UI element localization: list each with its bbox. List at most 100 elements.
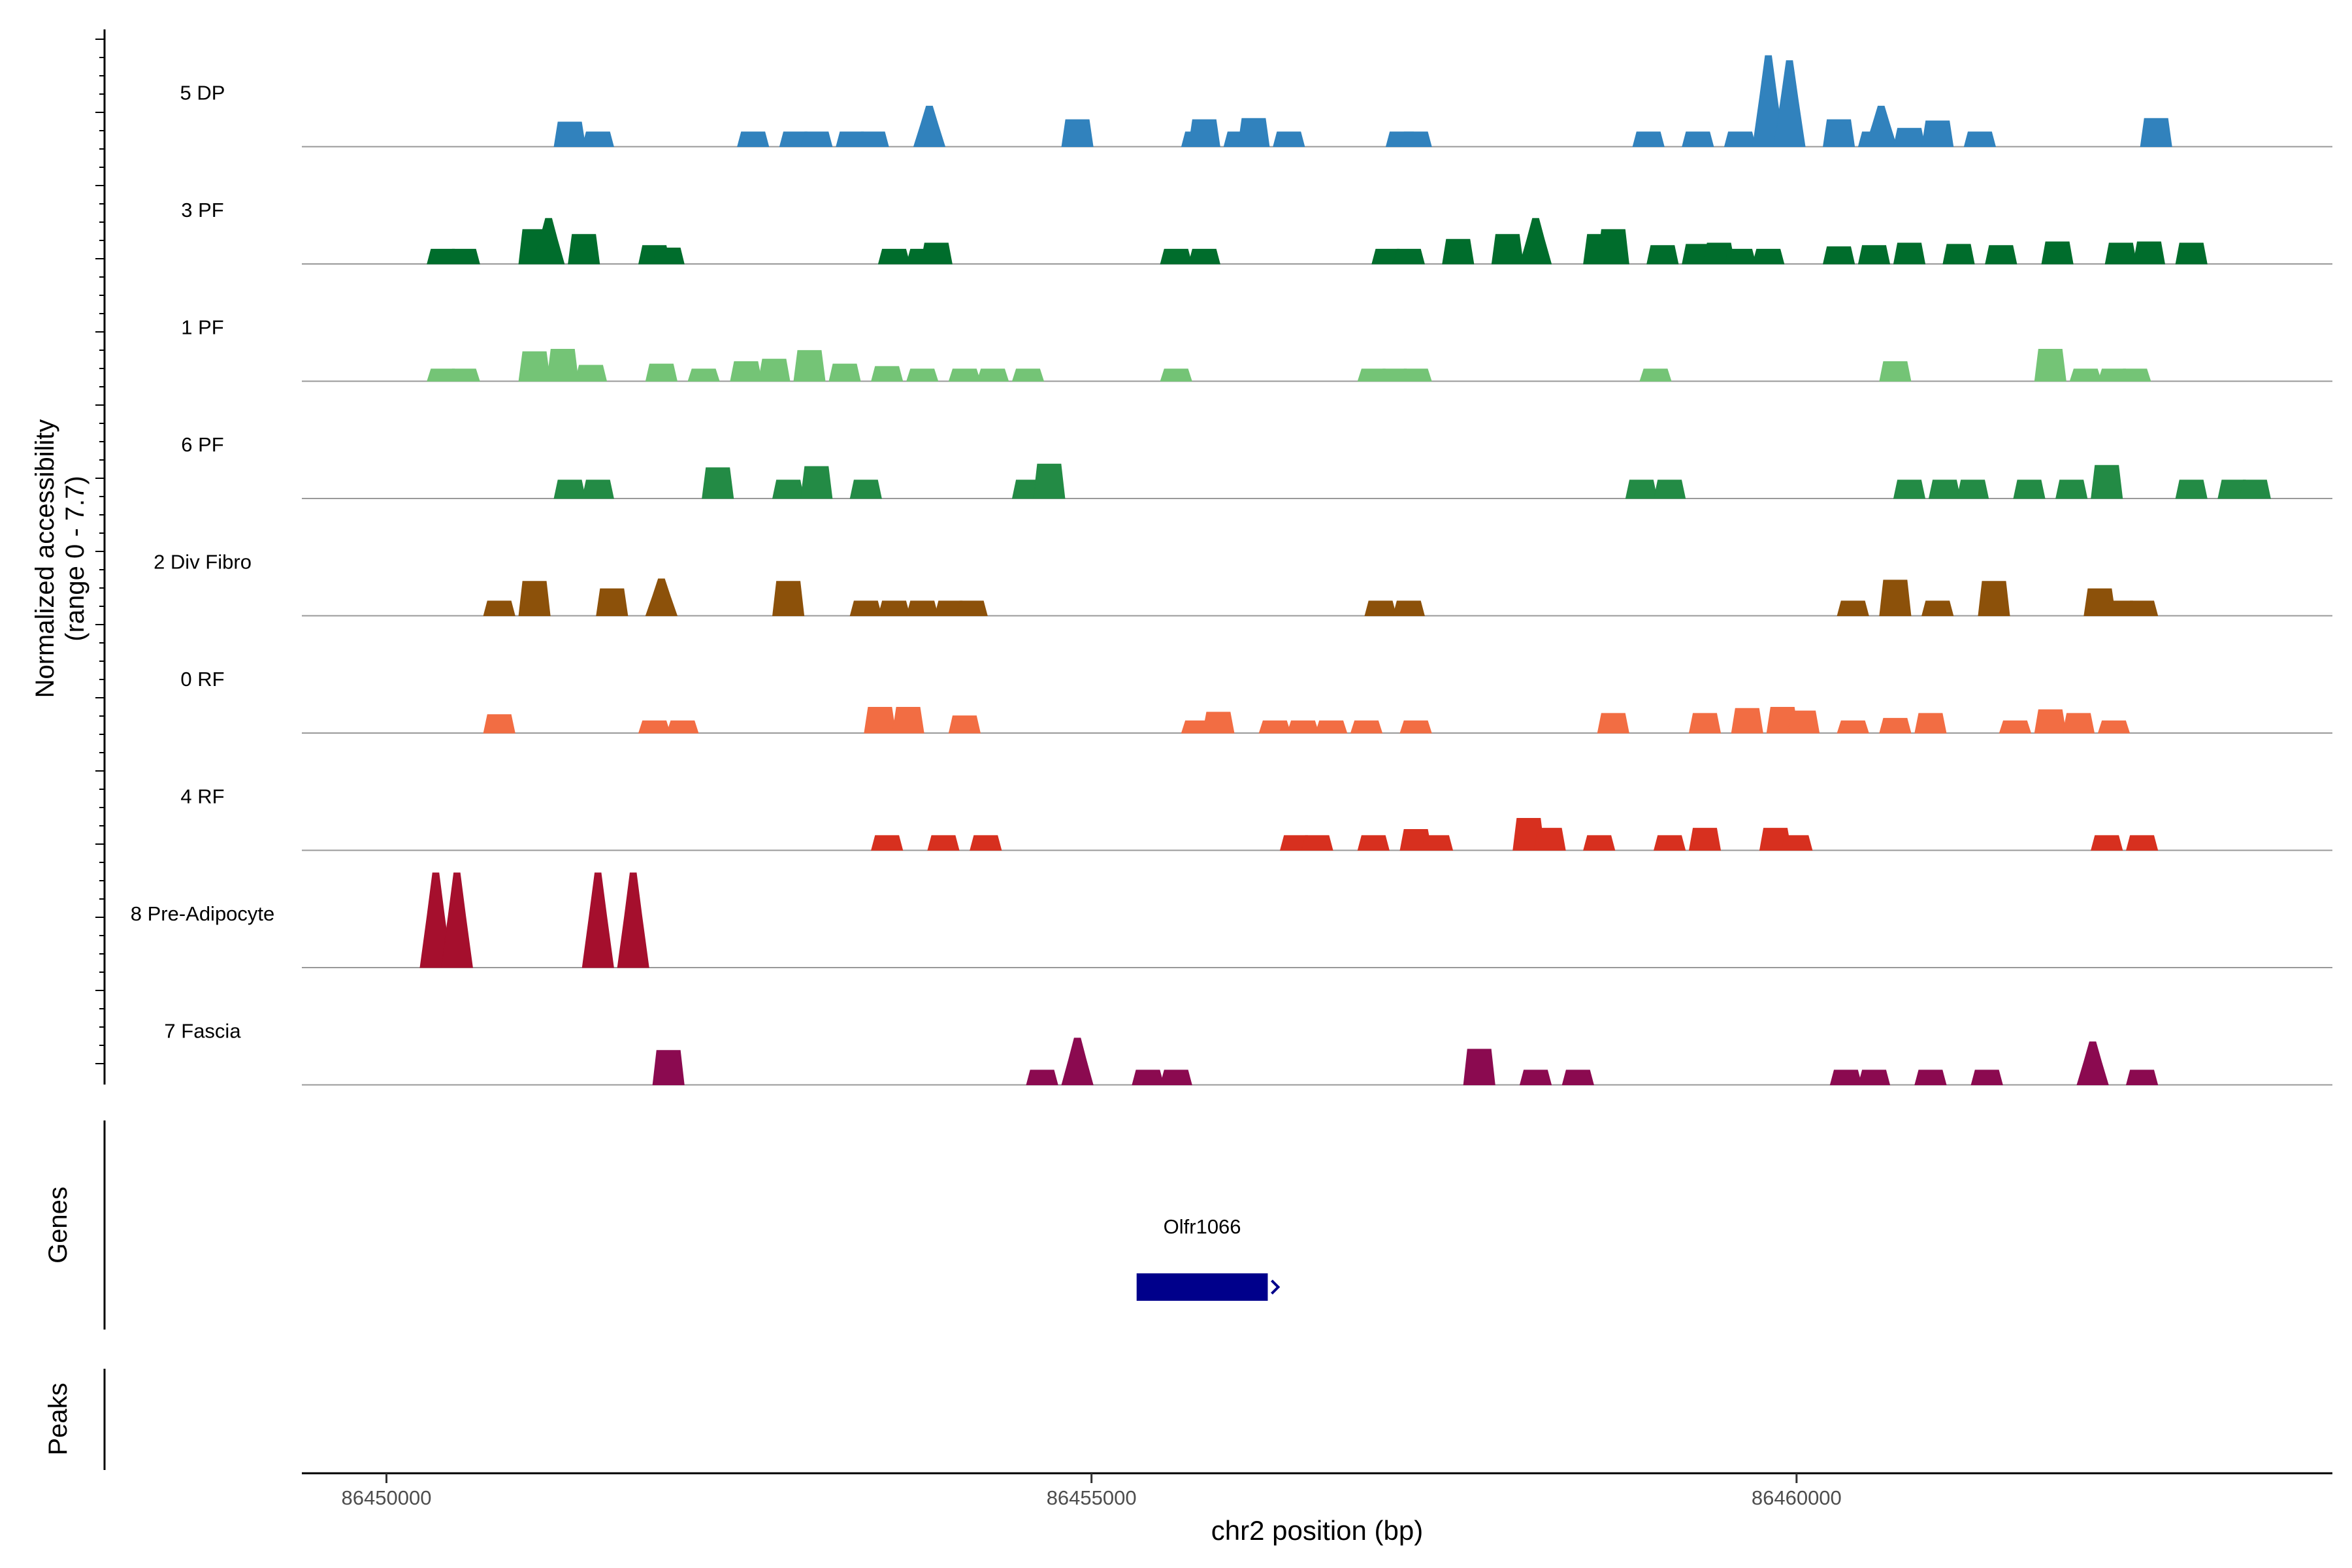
coverage-peak: [553, 480, 586, 499]
coverage-peak: [1921, 120, 1954, 147]
coverage-peak: [518, 351, 551, 382]
coverage-peak: [955, 600, 988, 616]
coverage-peak: [1491, 234, 1524, 265]
coverage-peak: [2091, 465, 2123, 499]
coverage-peak: [702, 467, 734, 499]
coverage-peak: [581, 480, 614, 499]
coverage-peak: [2175, 242, 2208, 265]
x-tick-label: 86450000: [342, 1486, 432, 1509]
coverage-peak: [1399, 368, 1432, 382]
coverage-peak: [1392, 248, 1425, 265]
track-5-dp: 5 DP: [180, 55, 2332, 148]
coverage-peak: [666, 720, 699, 734]
coverage-peak: [1970, 1070, 2003, 1085]
coverage-peak: [1160, 248, 1192, 265]
track-label-1-pf: 1 PF: [181, 316, 223, 339]
coverage-peak: [2013, 480, 2046, 499]
track-4-rf: 4 RF: [180, 785, 2332, 851]
coverage-peak: [581, 872, 614, 968]
coverage-peak: [1625, 480, 1658, 499]
coverage-peak: [532, 218, 565, 265]
gene-label: Olfr1066: [1164, 1215, 1241, 1238]
track-2-div-fibro: 2 Div Fibro: [154, 551, 2332, 617]
coverage-peak: [1273, 131, 1305, 147]
coverage-peak: [1399, 720, 1432, 734]
coverage-tracks: 5 DP 3 PF 1 PF 6 PF 2 Div Fibro 0 RF 4 RF 8 Pre…: [131, 55, 2332, 1086]
coverage-peak: [2055, 480, 2088, 499]
coverage-peak: [730, 361, 762, 382]
coverage-peak: [913, 105, 946, 147]
coverage-peak: [1286, 720, 1320, 734]
coverage-peak: [892, 707, 924, 734]
coverage-peak: [1160, 1070, 1192, 1085]
coverage-peak: [1399, 131, 1432, 147]
track-label-6-pf: 6 PF: [181, 433, 223, 456]
coverage-peak: [1773, 60, 1806, 147]
coverage-peak: [1879, 717, 1912, 734]
coverage-peak: [2069, 368, 2102, 382]
coverage-peak: [1914, 713, 1947, 734]
coverage-peak: [2125, 600, 2159, 616]
coverage-peak: [906, 368, 939, 382]
coverage-peak: [1956, 480, 1989, 499]
coverage-peak: [1723, 131, 1757, 147]
coverage-peak: [877, 248, 911, 265]
coverage-peak: [970, 835, 1002, 851]
coverage-peak: [758, 359, 791, 382]
coverage-peak: [857, 131, 889, 147]
coverage-peak: [1061, 1037, 1094, 1085]
coverage-peak: [877, 600, 911, 616]
track-0-rf: 0 RF: [180, 668, 2332, 734]
coverage-peak: [1632, 131, 1665, 147]
coverage-peak: [1357, 835, 1390, 851]
coverage-peak: [1364, 600, 1397, 616]
coverage-peak: [1857, 245, 1891, 265]
coverage-peak: [483, 714, 515, 734]
coverage-peak: [1132, 1070, 1164, 1085]
coverage-peak: [2034, 349, 2066, 382]
coverage-peak: [1188, 119, 1220, 147]
coverage-peak: [2076, 1041, 2109, 1085]
x-axis-title: chr2 position (bp): [1211, 1515, 1424, 1546]
coverage-peak: [1160, 368, 1192, 382]
coverage-peak: [800, 131, 833, 147]
coverage-peak: [920, 242, 953, 265]
coverage-peak: [1583, 835, 1616, 851]
track-label-3-pf: 3 PF: [181, 199, 223, 221]
coverage-peak: [1315, 720, 1348, 734]
coverage-peak: [568, 234, 600, 265]
peaks-panel-title: Peaks: [44, 1382, 73, 1455]
coverage-peak: [1519, 218, 1552, 265]
coverage-peak: [483, 600, 515, 616]
coverage-peak: [553, 122, 586, 147]
genes-panel-title: Genes: [44, 1186, 73, 1264]
coverage-peak: [581, 131, 614, 147]
coverage-peak: [1442, 238, 1475, 265]
coverage-peak: [1731, 708, 1763, 734]
coverage-peak: [2238, 480, 2271, 499]
coverage-peak: [1865, 105, 1897, 147]
coverage-peak: [948, 715, 981, 734]
coverage-peak: [1597, 713, 1629, 734]
track-8-pre-adipocyte: 8 Pre-Adipocyte: [131, 872, 2332, 968]
track-label-2-div-fibro: 2 Div Fibro: [154, 551, 252, 574]
x-tick-label: 86460000: [1752, 1486, 1842, 1509]
y-axis-title-line2: (range 0 - 7.7): [61, 476, 90, 641]
coverage-peak: [1752, 248, 1785, 265]
gene-olfr1066: Olfr1066: [1136, 1215, 1281, 1301]
coverage-peak: [1985, 245, 2017, 265]
coverage-peak: [1350, 720, 1383, 734]
coverage-peak: [2132, 241, 2165, 265]
coverage-peak: [2125, 835, 2159, 851]
coverage-peak: [849, 480, 882, 499]
track-label-4-rf: 4 RF: [180, 785, 224, 808]
coverage-peak: [645, 578, 678, 616]
x-axis-ticks: 86450000 86455000 86460000: [342, 1473, 1842, 1509]
track-label-0-rf: 0 RF: [180, 668, 224, 691]
coverage-peak: [871, 366, 904, 382]
coverage-peak: [1788, 710, 1820, 734]
coverage-peak: [2104, 242, 2137, 265]
coverage-peak: [1682, 131, 1714, 147]
coverage-peak: [1837, 720, 1869, 734]
